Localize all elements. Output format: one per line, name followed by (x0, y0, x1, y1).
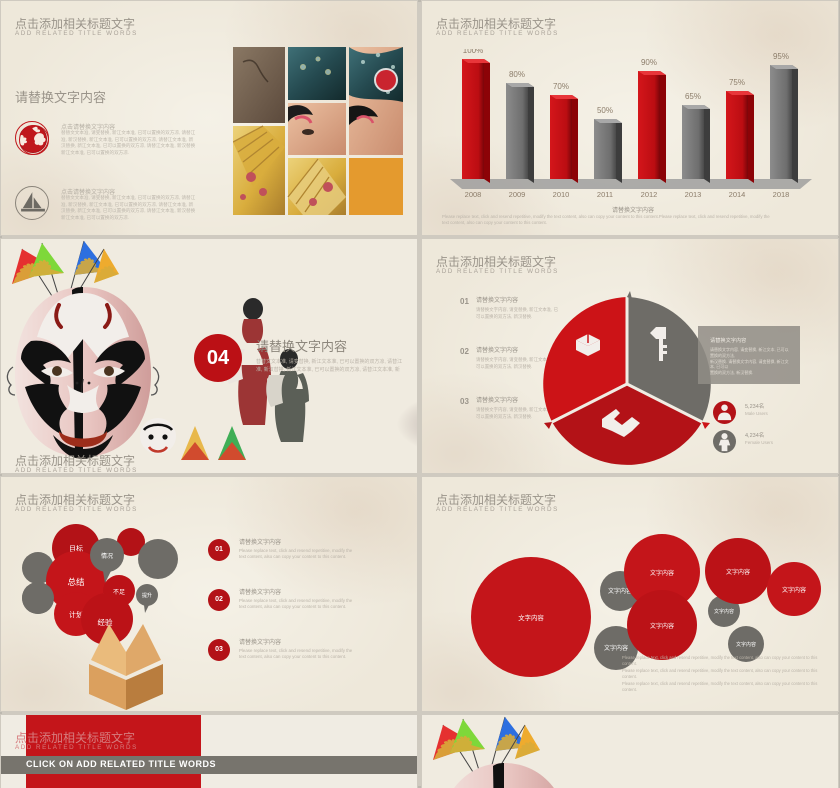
svg-text:2012: 2012 (641, 190, 658, 199)
svg-text:计划: 计划 (69, 610, 83, 619)
svg-text:90%: 90% (641, 58, 657, 67)
svg-text:70%: 70% (553, 82, 569, 91)
svg-text:2014: 2014 (729, 190, 746, 199)
svg-text:文字内容: 文字内容 (650, 622, 674, 630)
svg-text:文字内容: 文字内容 (726, 568, 750, 576)
svg-text:95%: 95% (773, 52, 789, 61)
svg-text:80%: 80% (509, 70, 525, 79)
svg-text:文字内容: 文字内容 (650, 569, 674, 577)
svg-text:总结: 总结 (67, 577, 84, 587)
svg-text:2011: 2011 (597, 190, 613, 199)
svg-text:2013: 2013 (685, 190, 702, 199)
svg-text:提升: 提升 (142, 592, 152, 599)
svg-text:2018: 2018 (773, 190, 790, 199)
svg-text:文字内容: 文字内容 (604, 644, 628, 652)
svg-text:文字内容: 文字内容 (518, 613, 544, 622)
svg-text:文字内容: 文字内容 (782, 586, 806, 594)
svg-text:文字内容: 文字内容 (736, 641, 756, 648)
svg-text:文字内容: 文字内容 (714, 608, 734, 615)
svg-text:情况: 情况 (101, 552, 113, 560)
svg-text:50%: 50% (597, 106, 613, 115)
svg-text:100%: 100% (463, 49, 483, 55)
svg-text:2008: 2008 (465, 190, 482, 199)
svg-text:75%: 75% (729, 78, 745, 87)
svg-text:2010: 2010 (553, 190, 570, 199)
svg-text:2009: 2009 (509, 190, 526, 199)
svg-text:65%: 65% (685, 92, 701, 101)
